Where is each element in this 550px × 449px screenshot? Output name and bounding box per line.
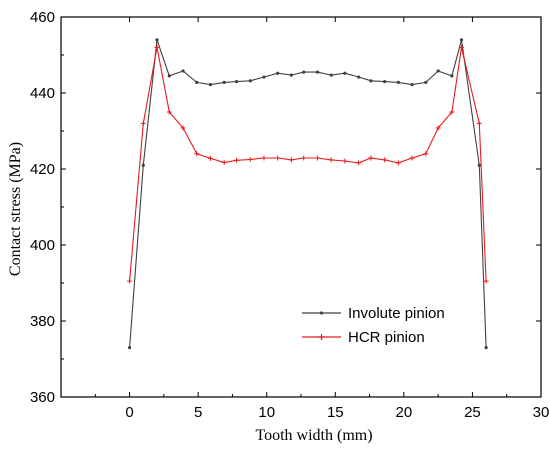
data-point-hcr-pinion (368, 155, 374, 161)
y-tick-label: 420 (30, 161, 55, 178)
data-point-hcr-pinion (247, 157, 253, 162)
y-tick-label: 360 (30, 389, 55, 406)
y-tick-label: 460 (30, 9, 55, 26)
plot-area (127, 38, 489, 350)
y-axis-title: Contact stress (MPa) (7, 142, 24, 276)
data-point-involute-pinion (329, 73, 333, 77)
data-point-involute-pinion (141, 163, 145, 167)
data-point-involute-pinion (222, 80, 226, 84)
data-point-involute-pinion (195, 80, 199, 84)
data-point-hcr-pinion (301, 155, 307, 161)
x-tick-label: 30 (533, 404, 550, 421)
x-tick-label: 10 (258, 404, 275, 421)
data-point-hcr-pinion (423, 151, 429, 157)
data-point-hcr-pinion (166, 109, 172, 115)
data-point-involute-pinion (262, 75, 266, 79)
x-axis-title: Tooth width (mm) (255, 427, 372, 444)
x-tick-label: 15 (327, 404, 344, 421)
y-tick-label: 400 (30, 237, 55, 254)
legend-marker-involute-pinion (319, 311, 324, 315)
data-point-involute-pinion (276, 71, 280, 75)
data-point-involute-pinion (450, 74, 454, 78)
series-line-involute-pinion (129, 39, 487, 348)
data-point-involute-pinion (302, 70, 306, 74)
data-point-involute-pinion (459, 38, 464, 42)
series-line-hcr-pinion (129, 47, 487, 282)
x-tick-label: 5 (194, 404, 202, 421)
data-point-involute-pinion (396, 80, 400, 84)
legend: Involute pinion HCR pinion (302, 305, 445, 346)
data-point-hcr-pinion (127, 278, 133, 284)
y-tick-label: 440 (30, 85, 55, 102)
x-tick-label: 0 (125, 404, 133, 421)
data-point-involute-pinion (208, 83, 213, 87)
data-point-involute-pinion (127, 346, 132, 350)
data-point-hcr-pinion (476, 120, 482, 126)
data-point-hcr-pinion (154, 44, 160, 50)
data-point-involute-pinion (410, 83, 414, 87)
data-point-involute-pinion (155, 38, 159, 42)
x-tick-label: 25 (464, 404, 481, 421)
data-point-involute-pinion (369, 79, 373, 83)
data-point-hcr-pinion (221, 160, 227, 166)
data-point-hcr-pinion (234, 157, 240, 163)
data-point-involute-pinion (383, 80, 387, 84)
axes (60, 16, 542, 398)
data-point-hcr-pinion (395, 160, 401, 166)
data-point-involute-pinion (248, 79, 252, 83)
data-point-hcr-pinion (288, 157, 294, 163)
data-point-hcr-pinion (328, 157, 334, 163)
data-point-involute-pinion (289, 73, 293, 77)
data-point-involute-pinion (424, 80, 428, 84)
legend-label-hcr-pinion: HCR pinion (348, 329, 425, 346)
data-point-hcr-pinion (140, 120, 146, 126)
x-tick-label: 20 (396, 404, 413, 421)
data-point-involute-pinion (357, 75, 361, 79)
data-point-hcr-pinion (207, 155, 213, 161)
data-point-involute-pinion (436, 69, 440, 73)
data-point-hcr-pinion (483, 278, 489, 284)
data-point-hcr-pinion (194, 151, 200, 157)
y-tick-label: 380 (30, 313, 55, 330)
data-point-hcr-pinion (356, 160, 362, 166)
data-point-involute-pinion (167, 74, 171, 78)
data-point-hcr-pinion (409, 155, 415, 161)
data-point-hcr-pinion (275, 155, 281, 161)
data-point-hcr-pinion (180, 125, 186, 131)
data-point-hcr-pinion (342, 158, 348, 164)
tick-labels: 0 5 10 15 20 25 30 360 380 400 420 440 460 (30, 9, 549, 421)
data-point-hcr-pinion (382, 157, 388, 163)
legend-label-involute-pinion: Involute pinion (348, 305, 445, 322)
data-point-involute-pinion (234, 80, 239, 84)
data-point-involute-pinion (477, 163, 481, 167)
data-point-hcr-pinion (435, 125, 441, 131)
data-point-hcr-pinion (314, 155, 320, 161)
plot-frame (60, 16, 542, 398)
data-point-involute-pinion (343, 71, 347, 75)
tick-marks (60, 16, 542, 398)
data-point-hcr-pinion (449, 109, 455, 115)
data-point-hcr-pinion (458, 44, 464, 50)
data-point-involute-pinion (315, 70, 320, 74)
legend-marker-hcr-pinion (318, 334, 325, 340)
data-point-involute-pinion (484, 346, 488, 350)
data-point-involute-pinion (181, 69, 185, 73)
data-point-hcr-pinion (261, 155, 267, 161)
